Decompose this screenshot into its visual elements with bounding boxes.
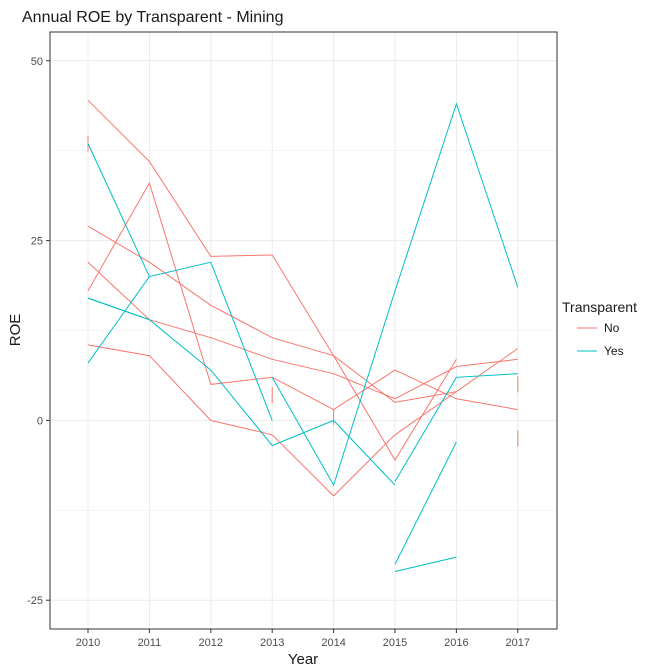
series-line-yes [271, 102, 519, 487]
series-line-no [87, 225, 519, 403]
legend: Transparent No Yes [562, 299, 637, 358]
x-tick-label: 2010 [76, 637, 100, 649]
series-line-yes [394, 373, 518, 482]
y-tick-label: 25 [31, 236, 43, 248]
y-axis-title: ROE [7, 314, 24, 347]
y-axis-ticks: -25 0 25 50 [27, 56, 50, 607]
x-axis-title: Year [288, 651, 318, 668]
series-line-yes [87, 276, 150, 364]
series-line-no [87, 99, 457, 461]
y-tick-label: 50 [31, 56, 43, 68]
plot-panel-border [49, 31, 558, 630]
x-tick-label: 2011 [138, 637, 162, 649]
y-tick-label: -25 [27, 595, 43, 607]
x-tick-label: 2014 [321, 637, 345, 649]
series-line-no [87, 344, 457, 497]
x-tick-label: 2013 [260, 637, 284, 649]
grid-lines [50, 32, 557, 629]
series-line-yes [394, 441, 457, 565]
legend-title: Transparent [562, 299, 637, 315]
legend-label-no: No [604, 321, 620, 335]
series-lines [87, 99, 519, 572]
series-line-yes [394, 556, 457, 572]
x-tick-label: 2017 [506, 637, 530, 649]
x-tick-label: 2012 [199, 637, 223, 649]
series-line-yes [87, 143, 273, 421]
chart-title: Annual ROE by Transparent - Mining [22, 9, 283, 26]
x-tick-label: 2015 [383, 637, 407, 649]
legend-label-yes: Yes [604, 344, 624, 358]
legend-entries: No Yes [577, 321, 624, 358]
x-axis-ticks: 2010 2011 2012 2013 2014 2015 2016 2017 [76, 629, 530, 649]
y-tick-label: 0 [37, 415, 43, 427]
x-tick-label: 2016 [444, 637, 468, 649]
series-line-yes [87, 297, 150, 321]
series-line-no [87, 261, 518, 400]
